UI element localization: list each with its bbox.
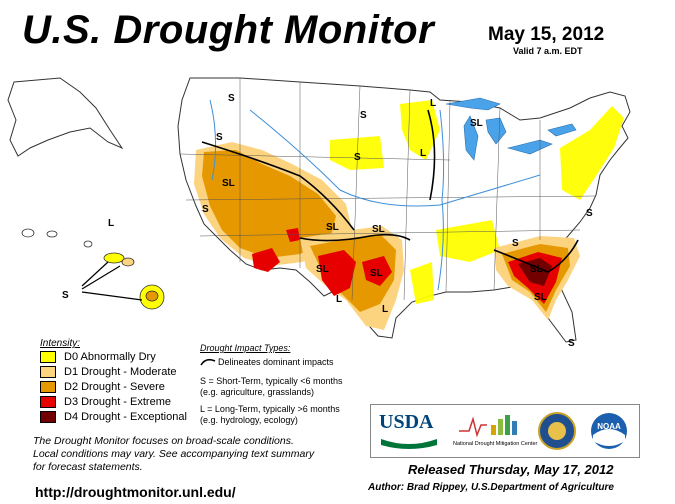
ndmc-logo-text: National Drought Mitigation Center (453, 441, 538, 447)
impact-lines (201, 109, 579, 273)
impact-label-sl: SL (470, 118, 483, 129)
impact-label-s: S (360, 110, 367, 121)
legend-swatch (40, 366, 56, 378)
impact-label-sl: SL (316, 264, 329, 275)
legend-swatch (40, 396, 56, 408)
disclaimer-line: for forecast statements. (33, 461, 143, 473)
impact-short-term: S = Short-Term, typically <6 months (200, 376, 343, 386)
impact-line-icon (200, 358, 216, 366)
impact-long-term: L = Long-Term, typically >6 months (200, 404, 340, 414)
disclaimer-line: Local conditions may vary. See accompany… (33, 448, 315, 460)
legend-item-d2: D2 Drought - Severe (40, 380, 165, 394)
drought-d3-arizona (252, 228, 300, 272)
state-lines (179, 78, 597, 301)
legend-item-d3: D3 Drought - Extreme (40, 395, 171, 409)
impact-label-s: S (62, 290, 69, 301)
legend-swatch (40, 411, 56, 423)
disclaimer-line: The Drought Monitor focuses on broad-sca… (33, 435, 294, 447)
impact-label-sl: SL (370, 268, 383, 279)
impact-label-s: S (512, 238, 519, 249)
impact-label-sl: SL (530, 264, 543, 275)
drought-map: S L S SL S L S SL S SL SL S S SL SL SL L… (7, 77, 631, 349)
doc-seal (538, 412, 576, 450)
impact-label-l: L (336, 294, 342, 305)
hawaii-pointers (81, 261, 143, 301)
impact-label-sl: SL (372, 224, 385, 235)
usda-swoosh (381, 439, 437, 449)
impact-label-s: S (568, 338, 575, 349)
hawaii (21, 228, 165, 310)
legend-label: D2 Drought - Severe (64, 381, 165, 393)
legend-item-d0: D0 Abnormally Dry (40, 350, 156, 364)
noaa-logo: NOAA (591, 413, 627, 449)
drought-d3-texas (318, 250, 392, 296)
impact-label-sl: SL (326, 222, 339, 233)
impact-label-l: L (430, 98, 436, 109)
legend-swatch (40, 381, 56, 393)
website-url[interactable]: http://droughtmonitor.unl.edu/ (35, 484, 236, 500)
impact-label-s: S (202, 204, 209, 215)
alaska (7, 77, 124, 157)
author-credit: Author: Brad Rippey, U.S.Department of A… (368, 482, 614, 493)
rivers (209, 99, 541, 291)
impact-label-l: L (382, 304, 388, 315)
release-date: Released Thursday, May 17, 2012 (408, 462, 614, 477)
legend-item-d4: D4 Drought - Exceptional (40, 410, 187, 424)
impact-types-title: Drought Impact Types: (200, 343, 291, 353)
legend-item-d1: D1 Drought - Moderate (40, 365, 177, 379)
impact-label-s: S (228, 93, 235, 104)
disclaimer-note: The Drought Monitor focuses on broad-sca… (33, 435, 353, 474)
great-lakes (445, 97, 577, 161)
valid-time: Valid 7 a.m. EDT (513, 46, 583, 56)
impact-label-s: S (354, 152, 361, 163)
impact-label-s: S (216, 132, 223, 143)
usda-logo: USDA (379, 411, 434, 433)
drought-d4-southeast (518, 258, 552, 286)
legend-label: D3 Drought - Extreme (64, 396, 171, 408)
page-title: U.S. Drought Monitor (22, 8, 435, 52)
impact-label-s: S (586, 208, 593, 219)
impact-short-term-example: (e.g. agriculture, grasslands) (200, 387, 315, 397)
map-date: May 15, 2012 (488, 24, 605, 45)
drought-d2-west (202, 150, 336, 258)
ndmc-logo-graphic (459, 415, 517, 438)
impact-delineates: Delineates dominant impacts (218, 357, 334, 367)
legend-label: D1 Drought - Moderate (64, 366, 177, 378)
legend-label: D4 Drought - Exceptional (64, 411, 187, 423)
legend-label: D0 Abnormally Dry (64, 351, 156, 363)
noaa-logo-text: NOAA (597, 422, 621, 431)
partner-logos: USDA National Drought Mitigation Center … (370, 404, 640, 458)
legend-title: Intensity: (40, 338, 81, 349)
impact-label-sl: SL (222, 178, 235, 189)
impact-long-term-example: (e.g. hydrology, ecology) (200, 415, 298, 425)
impact-label-l: L (108, 218, 114, 229)
impact-label-l: L (420, 148, 426, 159)
legend-swatch (40, 351, 56, 363)
impact-label-sl: SL (534, 292, 547, 303)
